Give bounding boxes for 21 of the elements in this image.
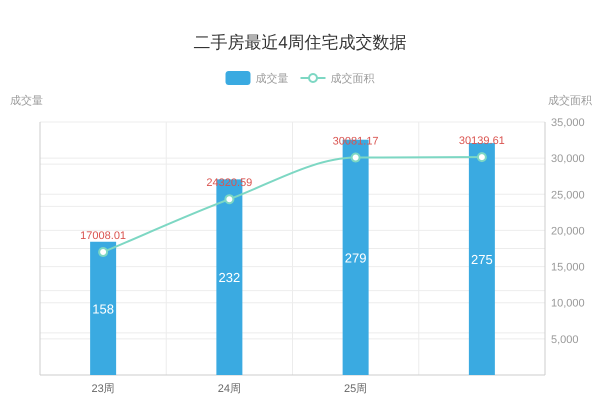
y2-tick: 10,000 <box>551 298 585 310</box>
ylabel: 成交量 <box>10 95 43 107</box>
bar-label: 279 <box>344 250 366 266</box>
y2-tick: 15,000 <box>551 262 585 274</box>
y2-tick: 20,000 <box>551 225 585 238</box>
y2-tick: 25,000 <box>551 189 585 202</box>
title: 二手房最近4周住宅成交数据 <box>193 33 407 52</box>
legend-label: 成交量 <box>256 73 288 85</box>
bar-label: 158 <box>92 301 114 316</box>
line-label: 30139.61 <box>458 135 505 148</box>
bar-label: 232 <box>218 270 240 286</box>
bar-label: 275 <box>471 252 493 268</box>
x-tick: 24周 <box>218 383 241 395</box>
legend-label: 成交面积 <box>330 73 374 85</box>
x-tick: 25周 <box>344 383 368 395</box>
y2label: 成交面积 <box>548 95 592 107</box>
y2-tick: 35,000 <box>551 117 585 129</box>
line-label: 17008.01 <box>80 230 126 242</box>
y2-tick: 5,000 <box>551 334 579 346</box>
y2-tick: 30,000 <box>551 153 585 166</box>
x-tick: 23周 <box>92 383 115 395</box>
